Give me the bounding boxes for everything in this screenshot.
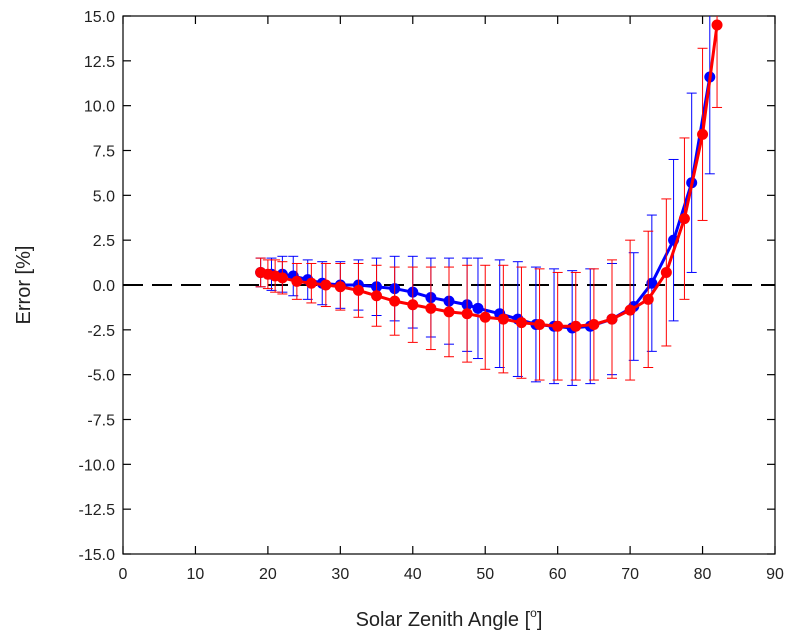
x-tick-label: 10 (187, 566, 205, 583)
y-tick-label: 0.0 (93, 278, 115, 295)
data-point (624, 304, 636, 316)
data-point (678, 213, 690, 225)
y-tick-label: -5.0 (87, 368, 115, 385)
data-point (697, 128, 709, 140)
y-tick-label: -2.5 (87, 323, 115, 340)
y-tick-label: 10.0 (84, 99, 115, 116)
x-tick-label: 20 (259, 566, 277, 583)
data-point (497, 313, 509, 325)
data-point (472, 302, 484, 314)
y-tick-label: 15.0 (84, 9, 115, 26)
y-tick-label: -7.5 (87, 413, 115, 430)
y-tick-label: -10.0 (79, 457, 116, 474)
data-point (479, 311, 491, 323)
data-point (443, 306, 455, 318)
data-point (320, 279, 332, 291)
data-point (407, 299, 419, 311)
data-point (371, 290, 383, 302)
y-tick-label: 7.5 (93, 144, 115, 161)
data-point (425, 302, 437, 314)
data-point (570, 320, 582, 332)
data-point (515, 317, 527, 329)
x-tick-label: 60 (549, 566, 567, 583)
y-tick-label: -12.5 (79, 502, 116, 519)
data-point (660, 266, 672, 278)
data-point (534, 318, 546, 330)
data-point (352, 284, 364, 296)
x-tick-label: 80 (694, 566, 712, 583)
data-point (334, 281, 346, 293)
data-point (606, 313, 618, 325)
x-tick-label: 0 (119, 566, 128, 583)
x-tick-label: 90 (766, 566, 784, 583)
x-tick-label: 40 (404, 566, 422, 583)
x-tick-label: 70 (621, 566, 639, 583)
x-axis-title: Solar Zenith Angle [o] (356, 606, 543, 631)
data-point (389, 295, 401, 307)
data-point (711, 19, 723, 31)
y-tick-label: 5.0 (93, 188, 115, 205)
axis-tick-labels: 0 10 20 30 40 50 60 70 80 90 -15.0 -12.5 -10.0 -7.5 -5… (79, 9, 784, 583)
data-point (291, 275, 303, 287)
y-tick-label: -15.0 (79, 547, 116, 564)
x-tick-label: 30 (331, 566, 349, 583)
data-point (642, 293, 654, 305)
y-tick-label: 2.5 (93, 233, 115, 250)
data-point (461, 308, 473, 320)
x-tick-label: 50 (476, 566, 494, 583)
series-2 (255, 16, 723, 381)
data-point (646, 277, 658, 289)
data-point (552, 320, 564, 332)
data-point (276, 272, 288, 284)
y-axis-title: Error [%] (13, 246, 35, 325)
data-point (588, 318, 600, 330)
series-layer (255, 16, 723, 386)
degree-superscript: o (530, 606, 537, 620)
data-point (305, 277, 317, 289)
y-tick-label: 12.5 (84, 54, 115, 71)
